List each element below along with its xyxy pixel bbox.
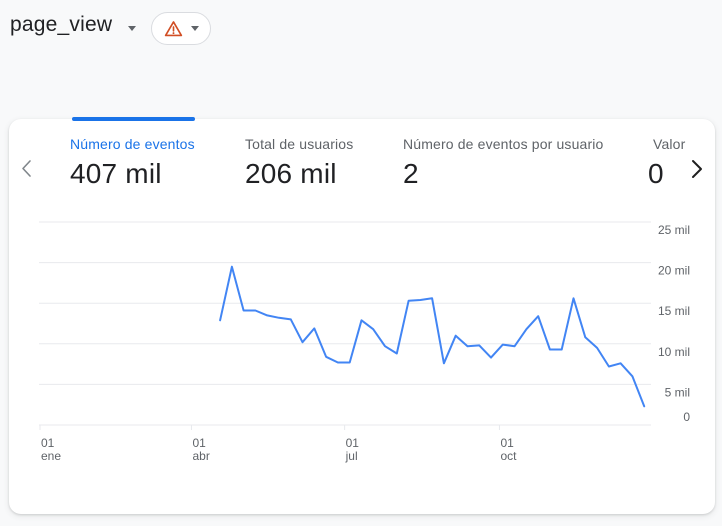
svg-text:10 mil: 10 mil: [658, 345, 690, 359]
svg-text:oct: oct: [500, 449, 517, 463]
metric-label: Número de eventos por usuario: [403, 136, 604, 152]
event-name-title[interactable]: page_view: [10, 13, 113, 36]
svg-text:5 mil: 5 mil: [665, 385, 690, 399]
metric-label: Número de eventos: [70, 136, 195, 152]
chevron-right-icon: [692, 160, 702, 178]
svg-text:20 mil: 20 mil: [658, 264, 690, 278]
data-quality-chip-button[interactable]: [151, 12, 211, 45]
svg-text:01: 01: [41, 436, 55, 450]
svg-text:15 mil: 15 mil: [658, 304, 690, 318]
metric-tab-event-value[interactable]: Valor 0: [648, 136, 690, 189]
svg-text:01: 01: [192, 436, 206, 450]
metric-tab-total-users[interactable]: Total de usuarios 206 mil: [245, 136, 353, 189]
metric-label: Total de usuarios: [245, 136, 354, 152]
svg-text:01: 01: [346, 436, 360, 450]
metric-tab-event-count[interactable]: Número de eventos 407 mil: [70, 136, 195, 189]
chevron-left-icon: [22, 160, 31, 177]
selected-metric-tab-indicator: [72, 117, 195, 121]
svg-text:01: 01: [500, 436, 514, 450]
metrics-card: Número de eventos 407 mil Total de usuar…: [9, 119, 715, 514]
svg-text:0: 0: [683, 410, 690, 424]
svg-text:jul: jul: [345, 449, 358, 463]
metric-label: Valor: [653, 136, 686, 152]
metric-value: 0: [648, 158, 664, 189]
svg-text:25 mil: 25 mil: [658, 223, 690, 237]
chip-caret-icon: [190, 26, 199, 31]
svg-text:abr: abr: [192, 449, 209, 463]
metric-tab-events-per-user[interactable]: Número de eventos por usuario 2: [403, 136, 603, 189]
metric-value: 206 mil: [245, 158, 337, 189]
event-name-caret-icon[interactable]: [128, 26, 136, 31]
svg-text:ene: ene: [41, 449, 61, 463]
previous-metrics-button[interactable]: [20, 159, 33, 178]
warning-icon: [164, 21, 182, 37]
metric-value: 2: [403, 158, 419, 189]
next-metrics-button[interactable]: [690, 159, 704, 179]
metric-value: 407 mil: [70, 158, 162, 189]
